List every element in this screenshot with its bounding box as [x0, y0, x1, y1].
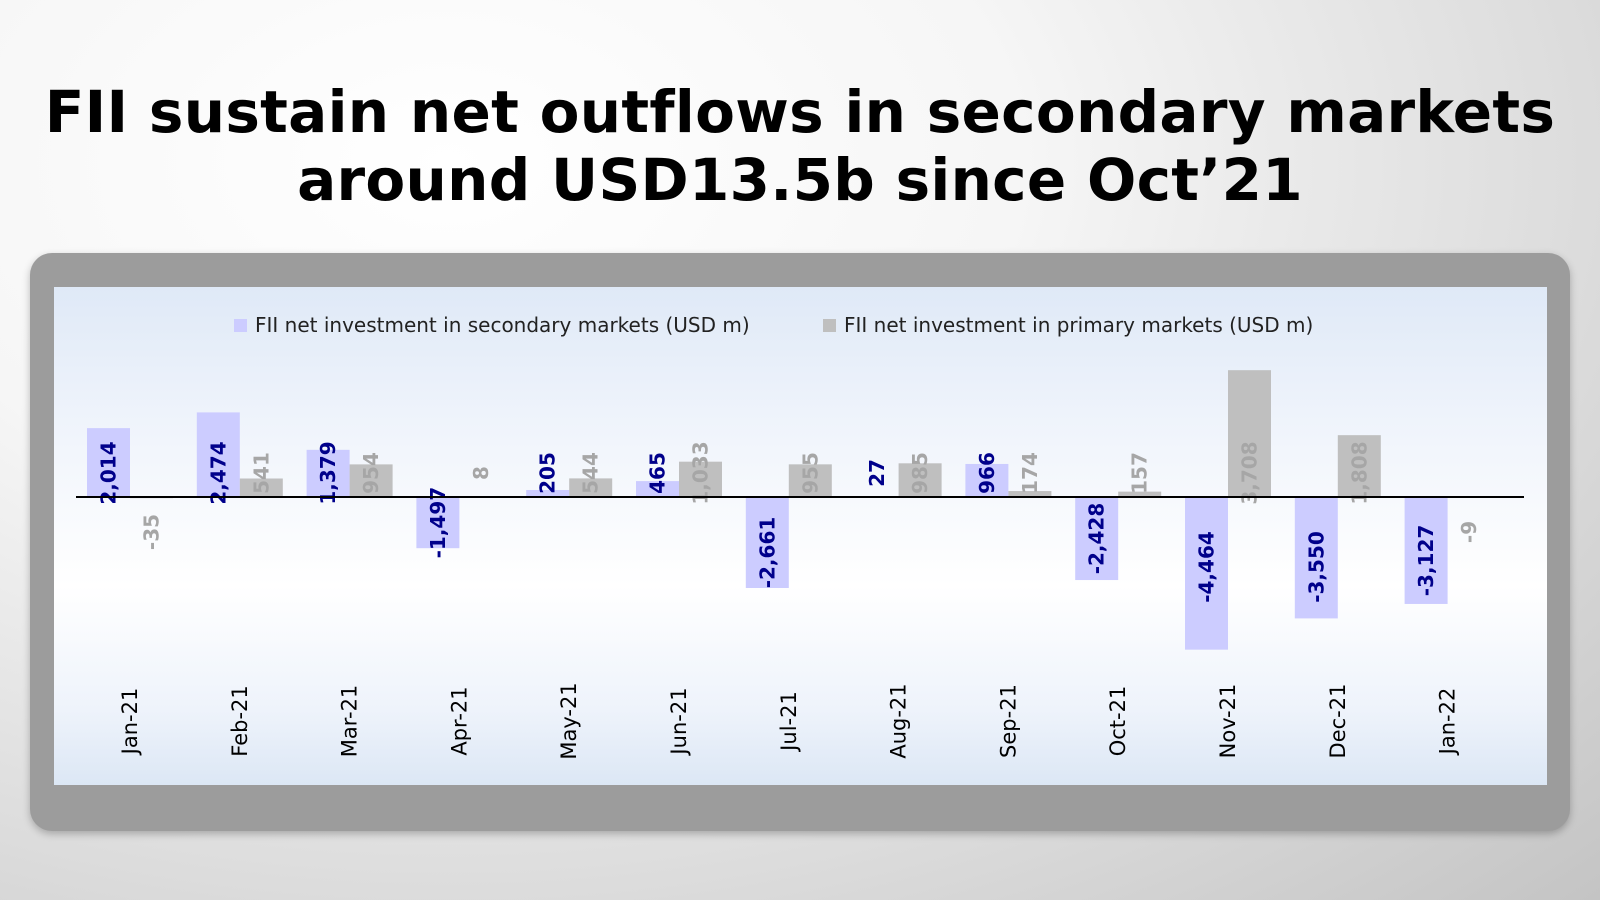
legend-swatch-secondary	[234, 319, 247, 332]
primary-bar-11	[1337, 435, 1381, 497]
x-tick-label-0: Jan-21	[118, 688, 142, 757]
secondary-data-label-3: -1,497	[426, 487, 450, 559]
title-line-2: around USD13.5b since Oct’21	[297, 146, 1303, 214]
chart-frame: FII net investment in secondary markets …	[30, 253, 1570, 831]
legend-swatch-primary	[823, 319, 836, 332]
primary-bar-9	[1118, 491, 1162, 497]
primary-data-label-2: 954	[359, 452, 383, 494]
secondary-bar-3	[416, 497, 460, 549]
legend-label-secondary: FII net investment in secondary markets …	[255, 313, 750, 337]
primary-bar-4	[569, 478, 613, 497]
secondary-bar-2	[306, 449, 350, 497]
x-tick-label-10: Nov-21	[1216, 684, 1240, 759]
secondary-data-label-7: 27	[865, 459, 889, 487]
primary-data-label-7: 985	[908, 452, 932, 494]
primary-data-label-11: 1,808	[1347, 441, 1371, 504]
x-tick-label-3: Apr-21	[447, 686, 471, 755]
secondary-bar-9	[1075, 497, 1119, 581]
primary-data-label-1: 541	[249, 452, 273, 494]
primary-data-label-9: 157	[1128, 452, 1152, 494]
primary-bar-6	[788, 464, 832, 497]
secondary-data-label-2: 1,379	[316, 441, 340, 504]
secondary-bar-11	[1294, 497, 1338, 619]
chart-panel: FII net investment in secondary markets …	[54, 287, 1547, 785]
secondary-bar-1	[196, 412, 240, 497]
secondary-bar-0	[87, 428, 130, 497]
secondary-data-label-8: 966	[975, 452, 999, 494]
primary-data-label-6: 955	[798, 452, 822, 494]
x-tick-label-4: May-21	[557, 682, 581, 759]
primary-bar-8	[1008, 491, 1052, 497]
secondary-data-label-5: 465	[646, 452, 670, 494]
x-tick-label-1: Feb-21	[228, 685, 252, 756]
secondary-bar-10	[1185, 497, 1228, 650]
secondary-data-label-9: -2,428	[1085, 503, 1109, 575]
secondary-data-label-0: 2,014	[97, 441, 121, 504]
secondary-data-label-1: 2,474	[206, 441, 230, 504]
x-tick-label-11: Dec-21	[1326, 684, 1350, 759]
primary-bar-2	[349, 464, 393, 497]
x-tick-label-8: Sep-21	[996, 684, 1020, 758]
page-title: FII sustain net outflows in secondary ma…	[0, 78, 1600, 214]
primary-bar-7	[898, 463, 942, 497]
primary-bar-5	[679, 461, 722, 497]
secondary-bar-4	[526, 489, 570, 497]
primary-data-label-12: -9	[1457, 521, 1481, 543]
x-tick-label-2: Mar-21	[338, 685, 362, 758]
secondary-bar-12	[1404, 497, 1448, 604]
primary-data-label-8: 174	[1018, 452, 1042, 494]
secondary-bar-5	[636, 481, 679, 497]
title-line-1: FII sustain net outflows in secondary ma…	[44, 78, 1556, 146]
secondary-data-label-4: 205	[536, 452, 560, 494]
secondary-bar-6	[745, 497, 789, 589]
legend-label-primary: FII net investment in primary markets (U…	[844, 313, 1313, 337]
primary-data-label-10: 3,708	[1238, 441, 1262, 504]
secondary-bar-8	[965, 463, 1009, 497]
x-tick-label-12: Jan-22	[1436, 688, 1460, 757]
secondary-data-label-12: -3,127	[1414, 525, 1438, 597]
primary-data-label-3: 8	[469, 466, 493, 480]
x-tick-label-5: Jun-21	[667, 687, 691, 756]
x-tick-label-9: Oct-21	[1106, 686, 1130, 757]
x-tick-label-7: Aug-21	[887, 683, 911, 758]
primary-data-label-5: 1,033	[689, 441, 713, 504]
secondary-data-label-6: -2,661	[755, 517, 779, 589]
primary-bar-1	[239, 478, 283, 497]
secondary-data-label-10: -4,464	[1195, 531, 1219, 603]
primary-bar-10	[1228, 370, 1271, 497]
bar-chart: FII net investment in secondary markets …	[76, 313, 1524, 760]
primary-data-label-4: 544	[579, 452, 603, 494]
x-tick-label-6: Jul-21	[777, 691, 801, 753]
primary-data-label-0: -35	[140, 514, 164, 550]
secondary-data-label-11: -3,550	[1304, 531, 1328, 603]
